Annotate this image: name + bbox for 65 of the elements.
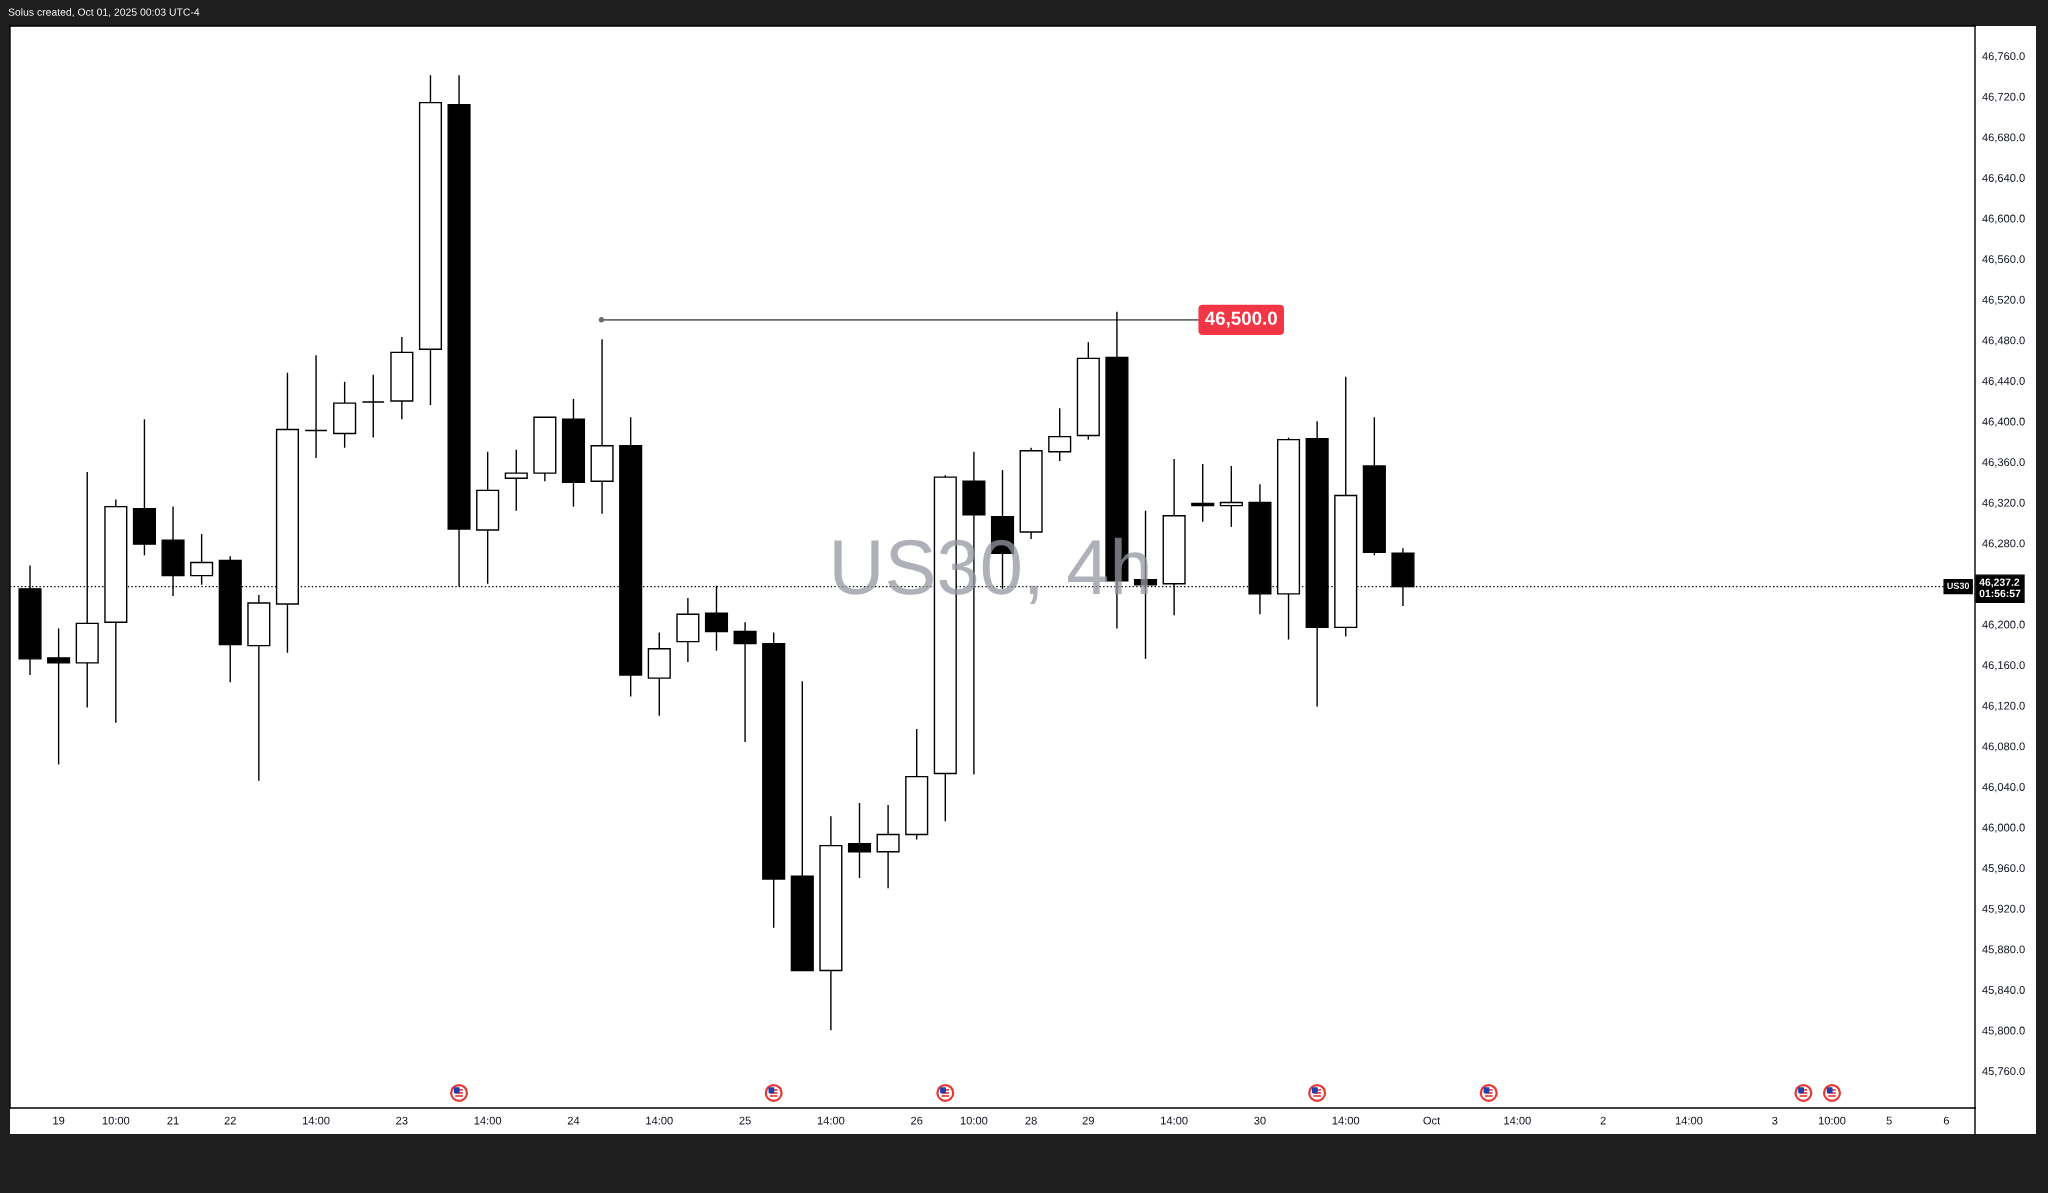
x-tick-label: 14:00 [302,1116,330,1125]
x-tick-label: 29 [1082,1116,1094,1125]
y-tick-label: 46,760.0 [1982,52,2025,62]
y-tick-label: 46,000.0 [1982,823,2025,833]
y-tick-label: 46,280.0 [1982,539,2025,549]
x-tick-label: 14:00 [646,1116,673,1125]
x-tick-label: 14:00 [1332,1116,1360,1125]
candlestick [1191,463,1215,523]
ref-line-label: 46,500.0 [1205,311,1277,328]
y-tick-label: 46,560.0 [1982,255,2025,265]
candlestick [304,354,328,459]
text: Solus created, Oct 01, 2025 00:03 UTC-4 [8,8,200,18]
y-tick-label: 45,760.0 [1982,1067,2025,1077]
x-tick-label: 22 [224,1116,236,1125]
candlestick [1219,465,1243,528]
x-tick-label: 14:00 [1504,1116,1531,1125]
y-tick-label: 46,640.0 [1982,174,2025,184]
x-tick-label: 14:00 [474,1116,502,1125]
x-tick-label: 25 [739,1116,751,1125]
y-tick-label: 46,720.0 [1982,92,2025,102]
candlestick [47,627,71,766]
x-tick-label: 14:00 [1161,1116,1188,1125]
y-tick-label: 46,440.0 [1982,377,2025,387]
candlestick [876,804,900,889]
y-tick-label: 46,080.0 [1982,742,2025,752]
candlestick [733,621,757,743]
y-tick-label: 45,920.0 [1982,904,2025,914]
x-tick-label: 6 [1943,1116,1949,1125]
y-tick-label: 45,880.0 [1982,945,2025,955]
y-tick-label: 45,800.0 [1982,1026,2025,1036]
ref-line-label: 46,237.2 01:56:57 [1979,578,2021,598]
x-tick-label: 30 [1254,1116,1266,1125]
x-tick-label: 3 [1772,1116,1778,1125]
x-tick-label: 19 [53,1116,65,1125]
y-tick-label: 46,200.0 [1982,620,2025,630]
x-tick-label: 10:00 [102,1116,130,1125]
x-tick-label: 28 [1025,1116,1037,1125]
x-tick-label: 23 [396,1116,408,1125]
annotation: US30 [1947,582,1970,590]
y-tick-label: 46,680.0 [1982,133,2025,143]
candlestick [504,449,528,512]
x-tick-label: 24 [567,1116,580,1125]
candlestick [1048,407,1072,462]
y-tick-label: 46,360.0 [1982,458,2025,468]
x-tick-label: Oct [1423,1116,1441,1125]
x-tick-label: 5 [1886,1116,1892,1125]
y-tick-label: 46,600.0 [1982,214,2025,224]
x-tick-label: 21 [167,1116,179,1125]
x-tick-label: 26 [911,1116,923,1125]
y-tick-label: 46,480.0 [1982,336,2025,346]
y-tick-label: 46,040.0 [1982,783,2025,793]
y-tick-label: 46,120.0 [1982,701,2025,711]
y-tick-label: 46,320.0 [1982,498,2025,508]
y-tick-label: 45,840.0 [1982,986,2025,996]
x-tick-label: 14:00 [817,1116,845,1125]
y-tick-label: 46,520.0 [1982,295,2025,305]
candlestick [361,373,385,439]
y-tick-label: 46,400.0 [1982,417,2025,427]
x-tick-label: 10:00 [1818,1116,1846,1125]
y-tick-label: 45,960.0 [1982,864,2025,874]
candlestick [847,802,872,879]
x-tick-label: 14:00 [1675,1116,1703,1125]
x-tick-label: 10:00 [960,1116,988,1125]
y-tick-label: 46,160.0 [1982,661,2025,671]
x-tick-label: 2 [1600,1116,1606,1125]
